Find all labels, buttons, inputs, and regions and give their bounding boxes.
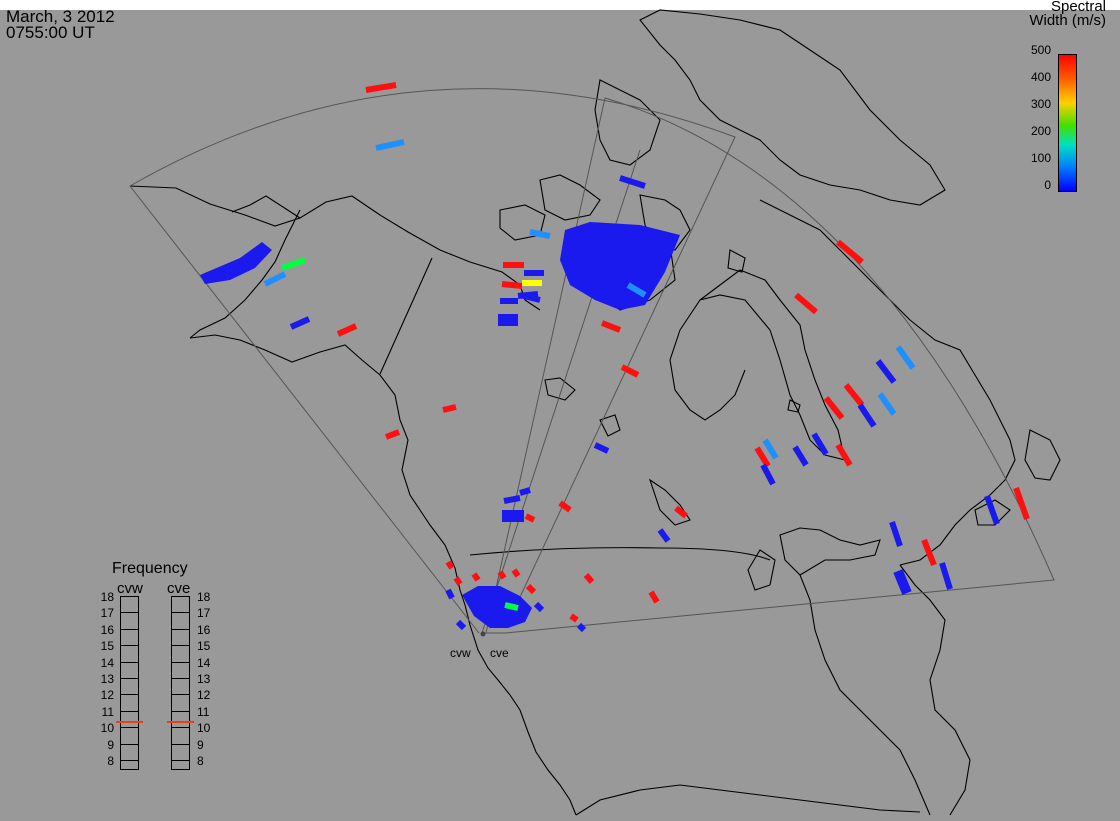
frequency-divider bbox=[171, 743, 190, 745]
map-title: March, 3 2012 0755:00 UT bbox=[6, 7, 115, 42]
colorbar-tick: 100 bbox=[1030, 151, 1051, 165]
frequency-divider bbox=[171, 612, 190, 614]
frequency-label: 9 bbox=[197, 737, 204, 752]
frequency-label: 10 bbox=[197, 721, 211, 736]
frequency-marker bbox=[116, 721, 143, 724]
frequency-marker bbox=[167, 721, 194, 724]
frequency-divider bbox=[120, 661, 139, 663]
frequency-label: 18 bbox=[197, 590, 211, 604]
frequency-label: 14 bbox=[197, 655, 211, 670]
frequency-label: 18 bbox=[100, 590, 114, 604]
colorbar-tick: 500 bbox=[1030, 43, 1051, 57]
top-bar bbox=[0, 0, 1120, 10]
frequency-divider bbox=[120, 760, 139, 761]
frequency-column-box bbox=[120, 596, 139, 770]
frequency-label: 11 bbox=[101, 704, 114, 719]
frequency-label: 8 bbox=[107, 754, 114, 768]
fov-outlines bbox=[129, 88, 1055, 634]
frequency-label: 16 bbox=[100, 622, 114, 637]
frequency-divider bbox=[120, 710, 139, 712]
radar-label-cve: cve bbox=[490, 646, 509, 660]
colorbar bbox=[1058, 54, 1077, 192]
colorbar-tick: 0 bbox=[1044, 178, 1051, 192]
frequency-label: 16 bbox=[197, 622, 211, 637]
frequency-divider bbox=[171, 661, 190, 663]
frequency-title: Frequency bbox=[112, 560, 188, 577]
frequency-divider bbox=[120, 743, 139, 745]
frequency-divider bbox=[171, 678, 190, 679]
colorbar-tick: 400 bbox=[1030, 70, 1051, 84]
radar-label-cvw: cvw bbox=[450, 646, 471, 660]
frequency-label: 11 bbox=[197, 704, 210, 719]
frequency-label: 8 bbox=[197, 754, 204, 768]
frequency-divider bbox=[120, 612, 139, 614]
frequency-label: 13 bbox=[100, 672, 114, 686]
frequency-column-box bbox=[171, 596, 190, 770]
radar-site-marker bbox=[480, 631, 486, 637]
frequency-column-cve: cve bbox=[167, 580, 191, 597]
frequency-column-cvw: cvw bbox=[117, 580, 143, 597]
coastlines bbox=[129, 9, 1061, 816]
frequency-divider bbox=[171, 645, 190, 647]
frequency-label: 9 bbox=[107, 737, 114, 752]
frequency-label: 17 bbox=[197, 606, 211, 621]
colorbar-title: Spectral Width (m/s) bbox=[1029, 0, 1106, 28]
title-date: March, 3 2012 bbox=[6, 7, 115, 26]
frequency-divider bbox=[120, 694, 139, 696]
frequency-label: 17 bbox=[100, 606, 114, 621]
colorbar-tick: 200 bbox=[1030, 124, 1051, 138]
frequency-label: 14 bbox=[100, 655, 114, 670]
frequency-label: 15 bbox=[197, 639, 211, 654]
colorbar-title-line1: Spectral bbox=[1050, 0, 1106, 15]
frequency-divider bbox=[120, 628, 139, 630]
colorbar-tick: 300 bbox=[1030, 97, 1051, 111]
frequency-label: 15 bbox=[100, 639, 114, 654]
frequency-divider bbox=[171, 694, 190, 696]
title-time: 0755:00 UT bbox=[6, 23, 95, 42]
frequency-label: 10 bbox=[100, 721, 114, 736]
colorbar-title-line2: Width (m/s) bbox=[1029, 12, 1106, 29]
radar-echoes bbox=[200, 82, 1030, 633]
frequency-divider bbox=[171, 760, 190, 761]
frequency-label: 12 bbox=[197, 688, 211, 703]
frequency-label: 12 bbox=[100, 688, 114, 703]
frequency-divider bbox=[120, 678, 139, 679]
frequency-divider bbox=[171, 710, 190, 712]
frequency-divider bbox=[120, 727, 139, 729]
frequency-divider bbox=[171, 727, 190, 729]
frequency-divider bbox=[171, 628, 190, 630]
frequency-divider bbox=[120, 645, 139, 647]
frequency-label: 13 bbox=[197, 672, 211, 686]
